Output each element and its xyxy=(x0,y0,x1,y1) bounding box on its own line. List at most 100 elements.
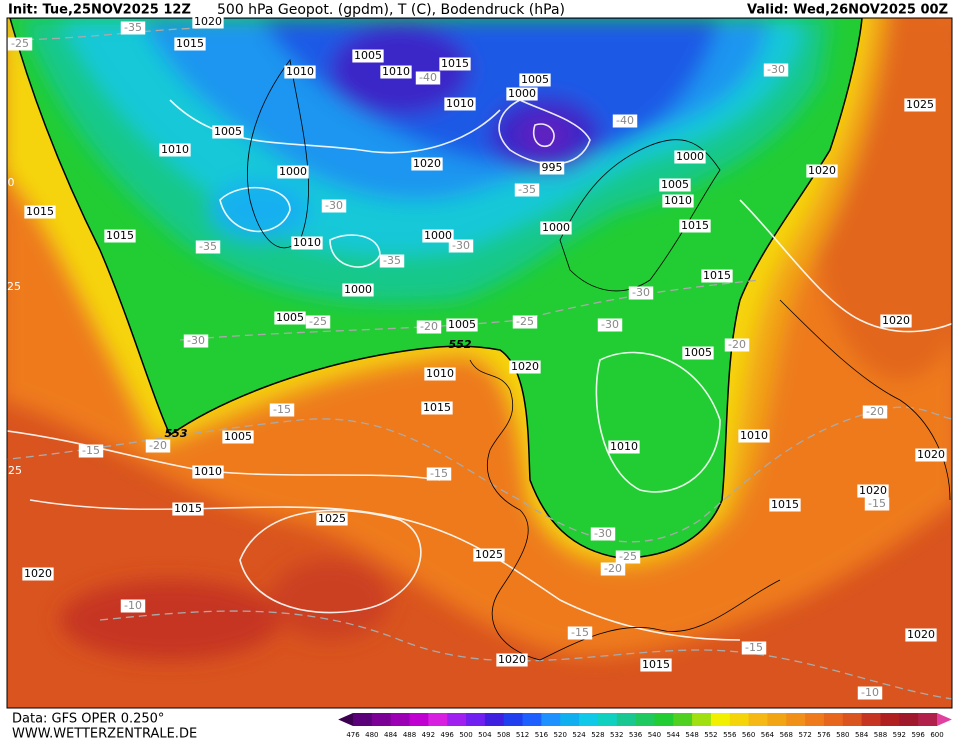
pressure-label: 1015 xyxy=(642,658,670,671)
colorbar-swatch xyxy=(767,713,787,726)
pressure-label: 1020 xyxy=(194,15,222,28)
pressure-label: 1020 xyxy=(917,448,945,461)
temperature-label-box xyxy=(379,254,405,268)
temperature-label-box xyxy=(7,37,33,51)
temperature-label-box xyxy=(612,114,638,128)
temperature-label-box xyxy=(120,21,146,35)
colorbar-swatch xyxy=(597,713,618,726)
pressure-label-box xyxy=(24,205,56,219)
colorbar-swatch xyxy=(466,713,486,726)
pressure-label-box xyxy=(212,125,244,139)
temperature-label: -15 xyxy=(745,641,763,654)
chart-title: 500 hPa Geopot. (gpdm), T (C), Bodendruc… xyxy=(217,2,565,18)
pressure-label-box xyxy=(679,219,711,233)
pressure-label-box xyxy=(284,65,316,79)
pressure-label-box xyxy=(880,314,912,328)
pressure-label-box xyxy=(915,448,947,462)
map-frame xyxy=(6,17,953,709)
pressure-label-box xyxy=(192,15,224,29)
pressure-label-box xyxy=(738,429,770,443)
colorbar-label: 492 xyxy=(422,731,435,739)
temperature-label: -40 xyxy=(419,71,437,84)
temperature-label: -35 xyxy=(383,254,401,267)
temperature-label-box xyxy=(600,562,626,576)
pressure-label: 1020 xyxy=(808,164,836,177)
pressure-label: 1000 xyxy=(424,229,452,242)
pressure-label-box xyxy=(659,178,691,192)
colorbar-swatch xyxy=(560,713,580,726)
temperature-label: -20 xyxy=(420,320,438,333)
temperature-label: -20 xyxy=(728,338,746,351)
temperature-label: -15 xyxy=(82,444,100,457)
colorbar-swatch xyxy=(805,713,825,726)
temperature-label-box xyxy=(416,320,442,334)
colorbar-label: 548 xyxy=(685,731,698,739)
pressure-label-box xyxy=(539,161,565,175)
pressure-label: 1020 xyxy=(511,360,539,373)
colorbar-label: 568 xyxy=(780,731,793,739)
colorbar-label: 552 xyxy=(704,731,717,739)
colorbar-swatch xyxy=(428,713,448,726)
temperature-label-box xyxy=(78,444,104,458)
temperature-label: -20 xyxy=(604,562,622,575)
colorbar-label: 600 xyxy=(930,731,943,739)
pressure-label: 1005 xyxy=(448,318,476,331)
pressure-label: 1015 xyxy=(174,502,202,515)
pressure-label-box xyxy=(411,157,443,171)
temperature-label-box xyxy=(597,318,623,332)
pressure-label-box xyxy=(342,283,374,297)
temperature-label-box xyxy=(590,527,616,541)
pressure-label: 1010 xyxy=(382,65,410,78)
pressure-label: 1015 xyxy=(681,219,709,232)
temperature-label: -35 xyxy=(199,240,217,253)
pressure-label: 1025 xyxy=(475,548,503,561)
colorbar-label: 512 xyxy=(516,731,529,739)
pressure-label-box xyxy=(104,229,136,243)
colorbar-swatch xyxy=(899,713,919,726)
pressure-label: 1025 xyxy=(318,512,346,525)
temperature-label-box xyxy=(724,338,750,352)
pressure-label: 1015 xyxy=(703,269,731,282)
temperature-label: -15 xyxy=(273,403,291,416)
temperature-label-box xyxy=(195,240,221,254)
temperature-label-box xyxy=(514,183,540,197)
temperature-label-box xyxy=(628,286,654,300)
pressure-label-box xyxy=(701,269,733,283)
colorbar-label: 560 xyxy=(742,731,755,739)
temperature-label-box xyxy=(145,439,171,453)
pressure-label-box xyxy=(192,465,224,479)
colorbar-label: 524 xyxy=(572,731,586,739)
pressure-label: 1020 xyxy=(24,567,52,580)
temperature-label-box xyxy=(763,63,789,77)
temperature-label-box xyxy=(305,315,331,329)
pressure-label: 1010 xyxy=(426,367,454,380)
colorbar-swatch xyxy=(880,713,900,726)
pressure-label: 1010 xyxy=(161,143,189,156)
colorbar-label: 516 xyxy=(535,731,549,739)
pressure-label: 1010 xyxy=(446,97,474,110)
colorbar-arrow xyxy=(937,713,952,726)
map-labels: 1020101510101005101010151005100010109951… xyxy=(7,15,947,700)
pressure-label: 1015 xyxy=(771,498,799,511)
temperature-label: -15 xyxy=(430,467,448,480)
colorbar-label: 504 xyxy=(478,731,492,739)
colorbar-label: 532 xyxy=(610,731,623,739)
temperature-label-box xyxy=(426,467,452,481)
pressure-label-box xyxy=(352,49,384,63)
pressure-label-box xyxy=(662,194,694,208)
colorbar-label: 520 xyxy=(554,731,567,739)
pressure-label: 1010 xyxy=(286,65,314,78)
colorbar-swatch xyxy=(748,713,768,726)
edge-label: 25 xyxy=(8,464,22,477)
temperature-label-box xyxy=(321,199,347,213)
pressure-label-box xyxy=(291,236,323,250)
temperature-label: -40 xyxy=(616,114,634,127)
pressure-label-box xyxy=(446,318,478,332)
colorbar-swatch xyxy=(635,713,655,726)
pressure-label: 1010 xyxy=(740,429,768,442)
pressure-label-box xyxy=(277,165,309,179)
temperature-label: -25 xyxy=(516,315,534,328)
temperature-label: -20 xyxy=(866,405,884,418)
pressure-label-box xyxy=(174,37,206,51)
colorbar-swatch xyxy=(522,713,542,726)
